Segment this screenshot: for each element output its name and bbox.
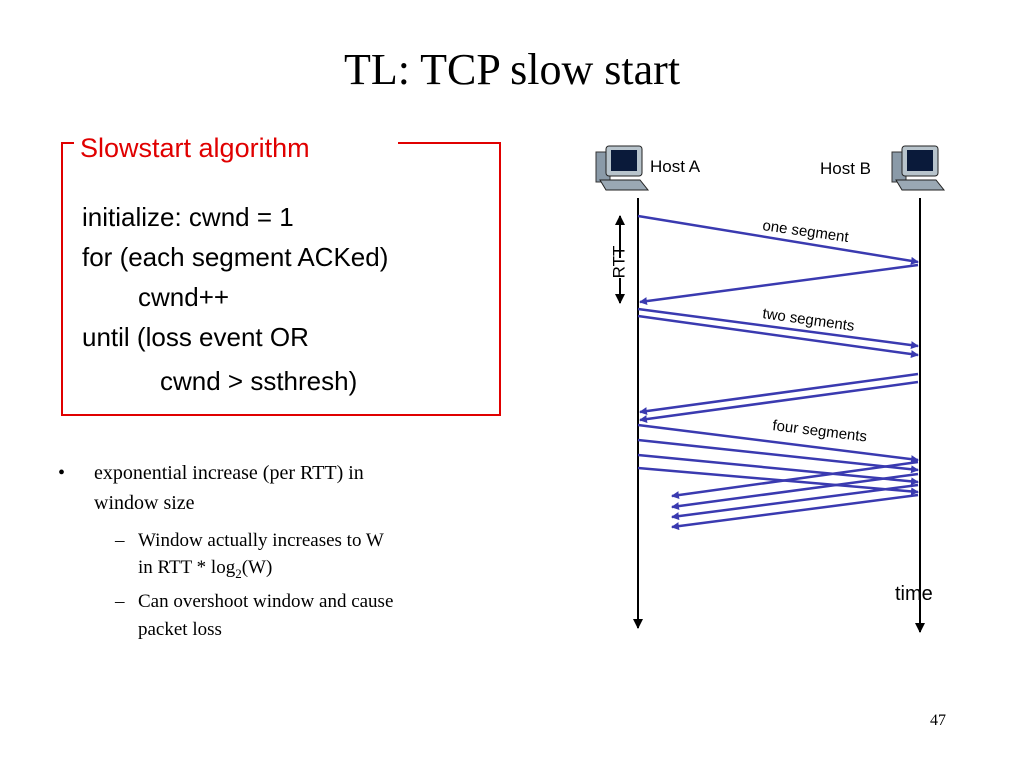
ack-arrow bbox=[639, 372, 919, 416]
sub-bullet-text: Window actually increases to W bbox=[138, 530, 384, 551]
algorithm-line: cwnd++ bbox=[138, 282, 229, 312]
bullet-marker: • bbox=[58, 462, 65, 484]
bullet-text: window size bbox=[94, 492, 195, 514]
segment-arrow bbox=[637, 423, 919, 464]
sub-bullet-text: Can overshoot window and cause bbox=[138, 591, 393, 612]
algorithm-line: cwnd > ssthresh) bbox=[160, 366, 357, 396]
slide-title: TL: TCP slow start bbox=[344, 45, 680, 94]
segment-arrow bbox=[637, 466, 919, 496]
algorithm-line: initialize: cwnd = 1 bbox=[82, 202, 294, 232]
message-arrows bbox=[637, 214, 919, 531]
segment-arrow bbox=[637, 314, 919, 358]
segment-arrow bbox=[637, 307, 919, 350]
sub-bullet-text: packet loss bbox=[138, 619, 222, 640]
segment-arrow bbox=[637, 214, 919, 265]
ack-arrow bbox=[639, 263, 919, 306]
algorithm-line: for (each segment ACKed) bbox=[82, 242, 388, 272]
segment-arrow bbox=[637, 438, 919, 474]
bullet-text: exponential increase (per RTT) in bbox=[94, 462, 364, 484]
ack-arrow bbox=[671, 493, 919, 531]
sub-bullet-marker: – bbox=[114, 591, 125, 612]
computer-icon bbox=[891, 145, 946, 191]
text-part: (W) bbox=[242, 557, 273, 578]
ack-arrow bbox=[671, 460, 919, 500]
ack-arrow bbox=[671, 472, 919, 511]
subscript: 2 bbox=[235, 566, 242, 581]
sub-bullet-marker: – bbox=[114, 530, 125, 551]
ack-arrow bbox=[671, 483, 919, 521]
page-number: 47 bbox=[930, 712, 946, 729]
rtt-label: RTT bbox=[609, 246, 628, 279]
segment-arrow bbox=[637, 453, 919, 486]
sub-bullet-text: in RTT * log2(W) bbox=[138, 557, 272, 581]
time-label: time bbox=[895, 583, 933, 605]
box-title: Slowstart algorithm bbox=[80, 133, 310, 163]
host-label: Host A bbox=[650, 157, 701, 176]
box-title-bg bbox=[74, 128, 398, 162]
algorithm-line: until (loss event OR bbox=[82, 322, 309, 352]
host-label: Host B bbox=[820, 159, 871, 178]
text-part: in RTT * log bbox=[138, 557, 236, 578]
computer-icon bbox=[595, 145, 650, 191]
ack-arrow bbox=[639, 380, 919, 424]
